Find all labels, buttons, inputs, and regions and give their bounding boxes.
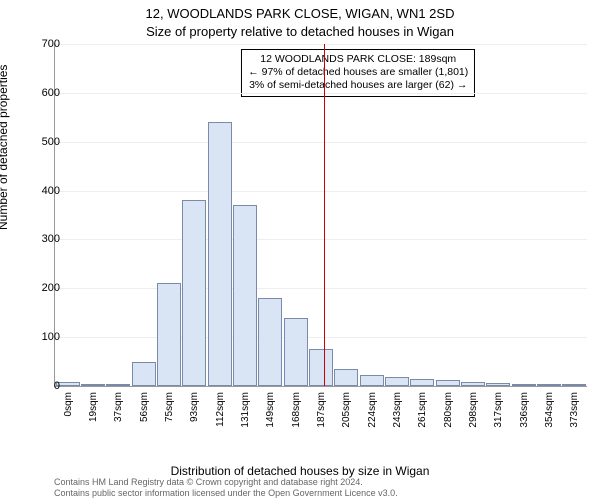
gridline: [55, 44, 587, 45]
x-tick-label: 168sqm: [291, 392, 302, 428]
x-tick-label: 0sqm: [63, 392, 74, 416]
x-tick-label: 354sqm: [544, 392, 555, 428]
reference-line: [324, 44, 325, 386]
x-tick-label: 317sqm: [493, 392, 504, 428]
y-tick-label: 500: [42, 136, 60, 148]
x-tick-label: 224sqm: [367, 392, 378, 428]
histogram-bar: [233, 205, 257, 386]
histogram-bar: [461, 382, 485, 386]
y-axis-label: Number of detached properties: [0, 65, 10, 230]
gridline: [55, 239, 587, 240]
gridline: [55, 93, 587, 94]
footnotes: Contains HM Land Registry data © Crown c…: [54, 477, 398, 498]
y-tick-label: 400: [42, 185, 60, 197]
histogram-bar: [410, 379, 434, 386]
x-tick-label: 187sqm: [316, 392, 327, 428]
y-tick-label: 300: [42, 233, 60, 245]
x-tick-label: 373sqm: [569, 392, 580, 428]
x-tick-label: 112sqm: [215, 392, 226, 427]
y-tick-label: 200: [42, 282, 60, 294]
y-tick-label: 0: [54, 380, 60, 392]
x-tick-label: 336sqm: [519, 392, 530, 428]
histogram-bar: [182, 200, 206, 386]
x-tick-label: 243sqm: [392, 392, 403, 428]
x-tick-label: 93sqm: [189, 392, 200, 422]
x-tick-label: 298sqm: [468, 392, 479, 428]
x-tick-label: 205sqm: [341, 392, 352, 428]
footnote-1: Contains HM Land Registry data © Crown c…: [54, 477, 398, 487]
x-tick-label: 56sqm: [139, 392, 150, 422]
histogram-bar: [334, 369, 358, 386]
x-tick-label: 75sqm: [164, 392, 175, 422]
x-tick-label: 19sqm: [88, 392, 99, 422]
histogram-bar: [309, 349, 333, 386]
x-tick-label: 261sqm: [417, 392, 428, 428]
histogram-bar: [360, 375, 384, 386]
gridline: [55, 142, 587, 143]
x-axis-label: Distribution of detached houses by size …: [0, 464, 600, 478]
x-tick-label: 280sqm: [443, 392, 454, 428]
x-tick-label: 131sqm: [240, 392, 251, 428]
y-tick-label: 600: [42, 87, 60, 99]
annotation-line-3: 3% of semi-detached houses are larger (6…: [248, 79, 468, 92]
histogram-bar: [537, 384, 561, 386]
x-tick-label: 149sqm: [265, 392, 276, 428]
annotation-box: 12 WOODLANDS PARK CLOSE: 189sqm ← 97% of…: [241, 49, 475, 96]
histogram-bar: [284, 318, 308, 386]
histogram-bar: [132, 362, 156, 386]
histogram-bar: [157, 283, 181, 386]
histogram-bar: [512, 384, 536, 386]
annotation-line-1: 12 WOODLANDS PARK CLOSE: 189sqm: [248, 53, 468, 66]
annotation-line-2: ← 97% of detached houses are smaller (1,…: [248, 66, 468, 79]
y-tick-label: 100: [42, 331, 60, 343]
title-line-1: 12, WOODLANDS PARK CLOSE, WIGAN, WN1 2SD: [0, 6, 600, 21]
gridline: [55, 288, 587, 289]
histogram-bar: [81, 384, 105, 386]
histogram-bar: [436, 380, 460, 386]
histogram-bar: [106, 384, 130, 386]
y-tick-label: 700: [42, 38, 60, 50]
footnote-2: Contains public sector information licen…: [54, 488, 398, 498]
gridline: [55, 191, 587, 192]
title-line-2: Size of property relative to detached ho…: [0, 24, 600, 39]
x-tick-label: 37sqm: [113, 392, 124, 422]
gridline: [55, 337, 587, 338]
histogram-bar: [486, 383, 510, 386]
histogram-bar: [562, 384, 586, 386]
histogram-bar: [385, 377, 409, 386]
histogram-bar: [258, 298, 282, 386]
chart-plot-area: 12 WOODLANDS PARK CLOSE: 189sqm ← 97% of…: [54, 44, 587, 387]
histogram-bar: [208, 122, 232, 386]
